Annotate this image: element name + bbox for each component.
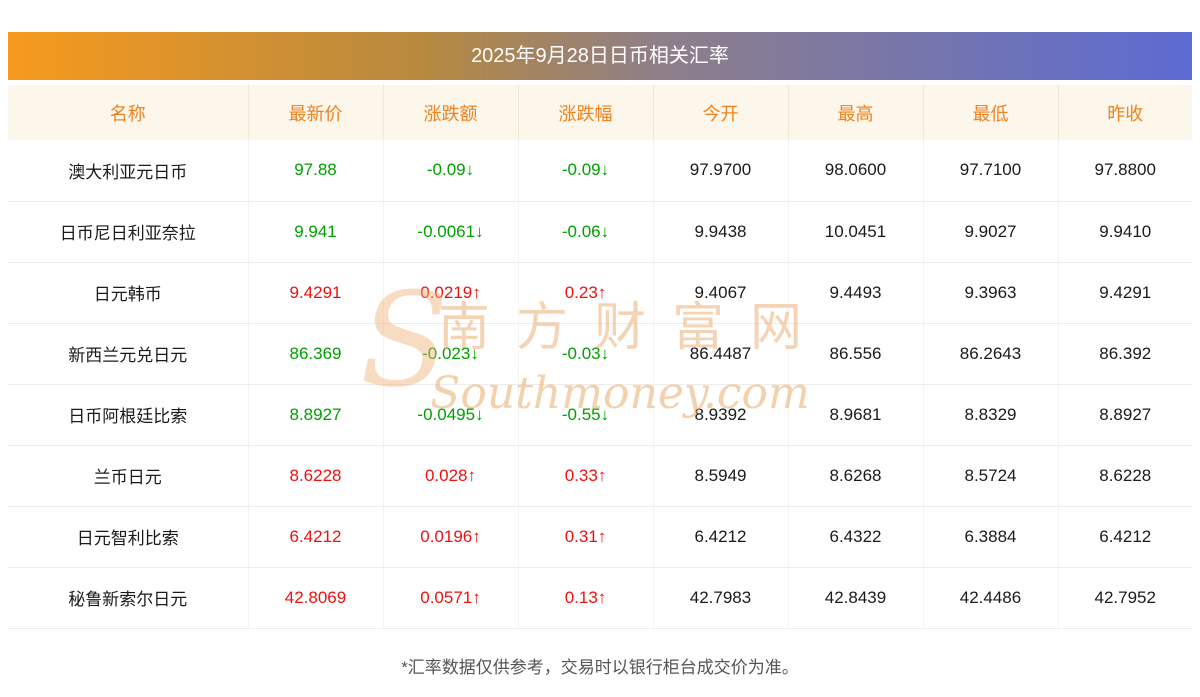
- cell-change-pct: -0.55↓: [518, 384, 654, 446]
- cell-prev-close: 97.8800: [1058, 140, 1192, 202]
- cell-change-pct: 0.33↑: [518, 445, 654, 507]
- cell-change: 0.0196↑: [383, 506, 519, 568]
- cell-latest-price: 8.6228: [248, 445, 384, 507]
- cell-open: 9.9438: [653, 201, 789, 263]
- column-header-name: 名称: [8, 85, 249, 140]
- cell-change-pct: 0.23↑: [518, 262, 654, 324]
- table-row: 日元智利比索 6.4212 0.0196↑ 0.31↑ 6.4212 6.4322 6.38…: [8, 506, 1192, 568]
- cell-open: 8.5949: [653, 445, 789, 507]
- cell-low: 9.3963: [923, 262, 1059, 324]
- table-row: 新西兰元兑日元 86.369 -0.023↓ -0.03↓ 86.4487 86.556 8…: [8, 323, 1192, 385]
- cell-latest-price: 97.88: [248, 140, 384, 202]
- cell-change-pct: -0.09↓: [518, 140, 654, 202]
- cell-change: 0.028↑: [383, 445, 519, 507]
- cell-latest-price: 86.369: [248, 323, 384, 385]
- cell-open: 9.4067: [653, 262, 789, 324]
- cell-change: 0.0571↑: [383, 567, 519, 629]
- cell-currency-name: 日元韩币: [8, 262, 249, 324]
- cell-high: 42.8439: [788, 567, 924, 629]
- column-header-change: 涨跌额: [383, 85, 519, 140]
- cell-prev-close: 86.392: [1058, 323, 1192, 385]
- cell-currency-name: 新西兰元兑日元: [8, 323, 249, 385]
- cell-latest-price: 9.4291: [248, 262, 384, 324]
- cell-low: 8.8329: [923, 384, 1059, 446]
- page-title: 2025年9月28日日币相关汇率: [8, 32, 1192, 80]
- cell-high: 98.0600: [788, 140, 924, 202]
- table-row: 秘鲁新索尔日元 42.8069 0.0571↑ 0.13↑ 42.7983 42.8439…: [8, 567, 1192, 629]
- cell-low: 42.4486: [923, 567, 1059, 629]
- cell-change: -0.0061↓: [383, 201, 519, 263]
- column-header-high: 最高: [788, 85, 924, 140]
- cell-prev-close: 9.9410: [1058, 201, 1192, 263]
- cell-open: 8.9392: [653, 384, 789, 446]
- cell-latest-price: 42.8069: [248, 567, 384, 629]
- table-row: 澳大利亚元日币 97.88 -0.09↓ -0.09↓ 97.9700 98.0600 97…: [8, 140, 1192, 202]
- table-header: 名称 最新价 涨跌额 涨跌幅 今开 最高 最低 昨收: [8, 85, 1192, 140]
- cell-change: -0.09↓: [383, 140, 519, 202]
- cell-currency-name: 日元智利比索: [8, 506, 249, 568]
- column-header-latest: 最新价: [248, 85, 384, 140]
- table-row: 日币尼日利亚奈拉 9.941 -0.0061↓ -0.06↓ 9.9438 10.0451…: [8, 201, 1192, 263]
- cell-open: 86.4487: [653, 323, 789, 385]
- table-row: 日币阿根廷比索 8.8927 -0.0495↓ -0.55↓ 8.9392 8.9681 8…: [8, 384, 1192, 446]
- table-row: 日元韩币 9.4291 0.0219↑ 0.23↑ 9.4067 9.4493 9.3963…: [8, 262, 1192, 324]
- cell-latest-price: 8.8927: [248, 384, 384, 446]
- column-header-prev-close: 昨收: [1058, 85, 1192, 140]
- column-header-low: 最低: [923, 85, 1059, 140]
- cell-low: 97.7100: [923, 140, 1059, 202]
- cell-high: 8.6268: [788, 445, 924, 507]
- disclaimer-note: *汇率数据仅供参考，交易时以银行柜台成交价为准。: [401, 657, 799, 677]
- cell-currency-name: 日币阿根廷比索: [8, 384, 249, 446]
- cell-high: 9.4493: [788, 262, 924, 324]
- cell-prev-close: 8.8927: [1058, 384, 1192, 446]
- cell-latest-price: 6.4212: [248, 506, 384, 568]
- cell-change-pct: 0.13↑: [518, 567, 654, 629]
- cell-prev-close: 8.6228: [1058, 445, 1192, 507]
- column-header-open: 今开: [653, 85, 789, 140]
- cell-currency-name: 澳大利亚元日币: [8, 140, 249, 202]
- cell-change: -0.023↓: [383, 323, 519, 385]
- cell-low: 6.3884: [923, 506, 1059, 568]
- cell-open: 6.4212: [653, 506, 789, 568]
- cell-prev-close: 42.7952: [1058, 567, 1192, 629]
- cell-low: 8.5724: [923, 445, 1059, 507]
- cell-prev-close: 6.4212: [1058, 506, 1192, 568]
- cell-high: 86.556: [788, 323, 924, 385]
- cell-open: 42.7983: [653, 567, 789, 629]
- exchange-rate-table: 名称 最新价 涨跌额 涨跌幅 今开 最高 最低 昨收 澳大利亚元日币 97.88-…: [8, 85, 1192, 629]
- cell-currency-name: 兰币日元: [8, 445, 249, 507]
- exchange-rate-page: 2025年9月28日日币相关汇率 名称 最新价 涨跌额 涨跌幅 今开 最高 最低…: [8, 32, 1192, 678]
- cell-change: 0.0219↑: [383, 262, 519, 324]
- cell-low: 9.9027: [923, 201, 1059, 263]
- cell-currency-name: 日币尼日利亚奈拉: [8, 201, 249, 263]
- cell-currency-name: 秘鲁新索尔日元: [8, 567, 249, 629]
- cell-low: 86.2643: [923, 323, 1059, 385]
- cell-open: 97.9700: [653, 140, 789, 202]
- cell-change: -0.0495↓: [383, 384, 519, 446]
- cell-high: 6.4322: [788, 506, 924, 568]
- cell-prev-close: 9.4291: [1058, 262, 1192, 324]
- cell-high: 8.9681: [788, 384, 924, 446]
- cell-high: 10.0451: [788, 201, 924, 263]
- table-body: 澳大利亚元日币 97.88 -0.09↓ -0.09↓ 97.9700 98.0600 97…: [8, 140, 1192, 629]
- table-row: 兰币日元 8.6228 0.028↑ 0.33↑ 8.5949 8.6268 8.5724 8…: [8, 445, 1192, 507]
- cell-change-pct: -0.06↓: [518, 201, 654, 263]
- cell-change-pct: 0.31↑: [518, 506, 654, 568]
- cell-latest-price: 9.941: [248, 201, 384, 263]
- cell-change-pct: -0.03↓: [518, 323, 654, 385]
- column-header-change-pct: 涨跌幅: [518, 85, 654, 140]
